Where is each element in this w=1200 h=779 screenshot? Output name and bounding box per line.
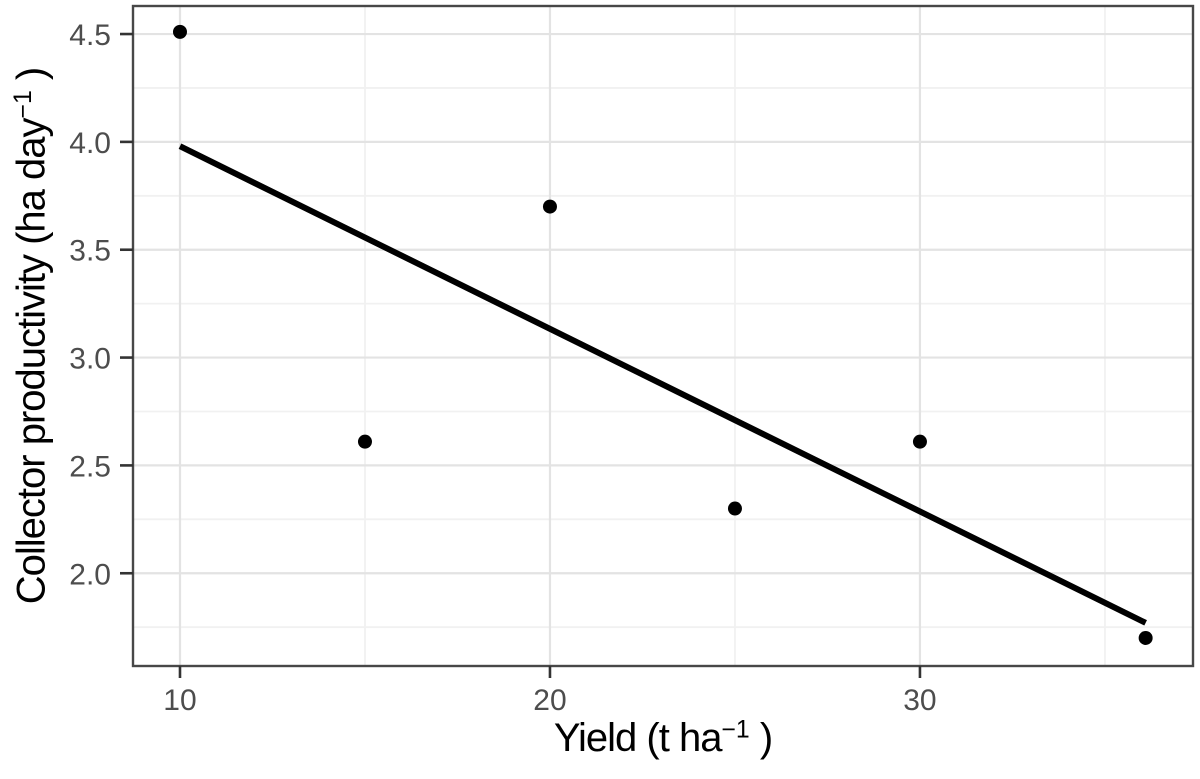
data-point (1138, 630, 1153, 645)
x-axis-tick-label: 10 (163, 684, 196, 717)
panel-border (131, 4, 1195, 668)
data-point (727, 501, 742, 516)
y-axis-tick-label: 3.5 (69, 235, 111, 268)
y-axis-tick-label: 2.5 (69, 450, 111, 483)
x-axis-tick-label: 20 (533, 684, 566, 717)
data-point (542, 199, 557, 214)
y-axis-title-text: Collector productivity (ha day (9, 118, 54, 605)
x-axis-title-superscript: −1 (721, 716, 750, 744)
data-point (172, 24, 187, 39)
y-axis-title: Collector productivity (ha day−1 ) (10, 68, 55, 605)
x-axis-title: Yield (t ha−1 ) (133, 716, 1193, 761)
y-axis-title-suffix: ) (9, 67, 54, 91)
x-axis-tick-label: 30 (903, 684, 936, 717)
data-point (912, 434, 927, 449)
data-point (357, 434, 372, 449)
regression-line (178, 143, 1147, 626)
y-axis-tick-label: 2.0 (69, 558, 111, 591)
y-axis-tick-label: 4.5 (69, 19, 111, 52)
x-axis-title-suffix: ) (749, 716, 773, 760)
y-axis-tick-label: 4.0 (69, 127, 111, 160)
y-axis-title-superscript: −1 (9, 90, 37, 119)
x-axis-title-text: Yield (t ha (553, 716, 723, 760)
y-axis-tick-label: 3.0 (69, 343, 111, 376)
